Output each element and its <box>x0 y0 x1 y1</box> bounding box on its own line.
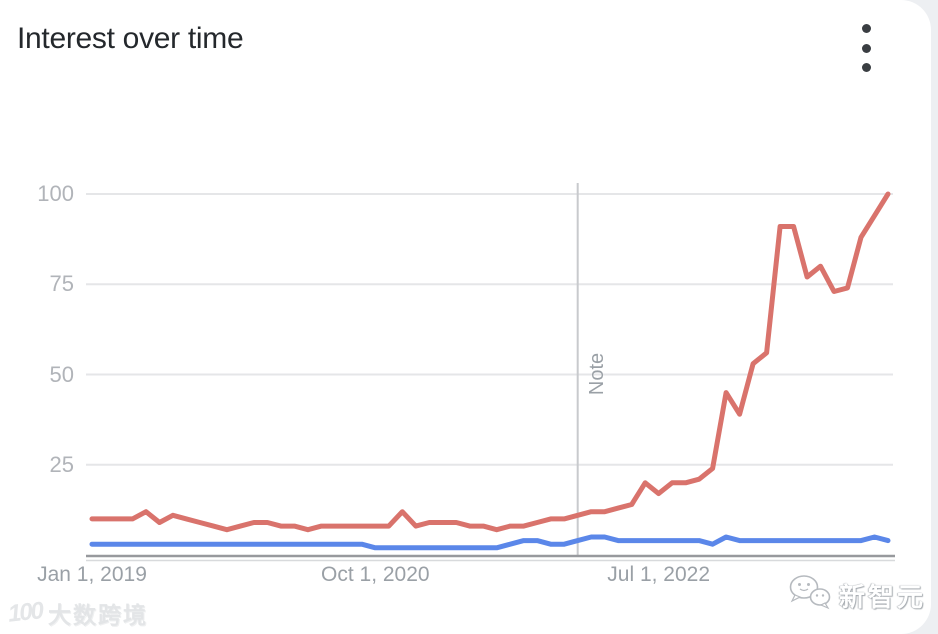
blue-series-line <box>89 534 891 551</box>
x-tick-label: Jan 1, 2019 <box>37 563 147 586</box>
gridlines <box>86 193 893 466</box>
dashukuajing-logo-icon: 100 <box>6 597 44 628</box>
kebab-menu-button[interactable] <box>849 22 883 74</box>
x-tick-label: Jul 1, 2022 <box>607 563 711 586</box>
page-title: Interest over time <box>17 22 244 55</box>
red-series-line <box>89 191 891 533</box>
kebab-menu-icon <box>861 43 871 53</box>
watermark-xinzhiyuan: 新智元 <box>788 574 926 617</box>
y-tick-label: 50 <box>49 361 74 387</box>
y-tick-label: 100 <box>37 181 74 206</box>
wechat-bubbles-icon <box>788 574 832 617</box>
y-tick-label: 25 <box>49 451 74 477</box>
watermark-xinzhiyuan-text: 新智元 <box>839 582 927 612</box>
y-tick-label: 75 <box>49 271 74 297</box>
chart-series <box>89 191 891 551</box>
watermark-dashukuajing: 100 大数跨境 <box>6 596 149 630</box>
note-marker-label: Note <box>585 352 608 396</box>
kebab-menu-icon <box>861 24 871 33</box>
watermark-dashukuajing-text: 大数跨境 <box>48 602 149 628</box>
x-axis-line <box>86 554 895 562</box>
kebab-menu-icon <box>861 63 871 72</box>
x-tick-label: Oct 1, 2020 <box>321 563 430 586</box>
